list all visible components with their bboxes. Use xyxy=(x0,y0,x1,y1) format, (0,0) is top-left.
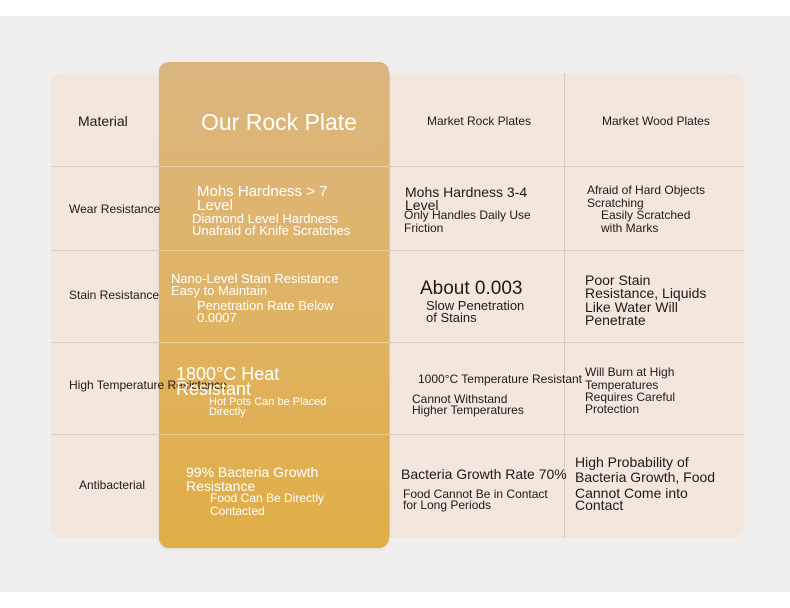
ours-wear-line: Level xyxy=(197,197,233,214)
wood-stain-line: Like Water Will xyxy=(585,299,678,315)
wood-antibacterial-line: Bacteria Growth, Food xyxy=(575,469,716,485)
row-divider xyxy=(51,342,744,343)
column-divider xyxy=(564,73,565,538)
wood-stain-line: Resistance, Liquids xyxy=(585,285,707,301)
rock-wear-line: Mohs Hardness 3-4 xyxy=(405,184,528,200)
our-rock-plate-column xyxy=(159,62,389,548)
row-divider xyxy=(51,166,744,167)
rock-antibacterial-line: Bacteria Growth Rate 70% xyxy=(401,466,567,482)
row-label-antibacterial: Antibacterial xyxy=(79,478,146,492)
ours-stain-line: Easy to Maintain xyxy=(171,283,268,298)
column-divider xyxy=(389,73,390,538)
ours-antibacterial-line: Contacted xyxy=(210,504,265,518)
wood-temp-line: Temperatures xyxy=(585,378,659,392)
wood-temp-line: Will Burn at High xyxy=(585,365,675,379)
row-divider xyxy=(51,250,744,251)
wood-antibacterial-line: Cannot Come into xyxy=(575,485,688,501)
hero-divider xyxy=(159,342,389,343)
ours-temp-line: Directly xyxy=(209,406,246,418)
rock-wear-line: Only Handles Daily Use xyxy=(404,208,531,222)
rock-antibacterial-line: Food Cannot Be in Contact xyxy=(403,487,548,501)
row-label-wear: Wear Resistance xyxy=(69,202,161,216)
rock-antibacterial-line: for Long Periods xyxy=(403,498,492,512)
ours-wear-line: Unafraid of Knife Scratches xyxy=(192,223,351,238)
ours-stain-line: Nano-Level Stain Resistance xyxy=(171,271,339,286)
rock-stain-line: About 0.003 xyxy=(420,278,523,299)
ours-temp-line: Hot Pots Can be Placed xyxy=(209,396,327,408)
hero-divider xyxy=(159,250,389,251)
wood-wear-line: Easily Scratched xyxy=(601,208,691,222)
rock-temp-line: Higher Temperatures xyxy=(412,403,524,417)
row-label-temperature: High Temperature Resistance xyxy=(69,378,227,392)
ours-temp-line: Resistant xyxy=(176,379,252,399)
wood-wear-line: Afraid of Hard Objects xyxy=(587,183,706,197)
ours-antibacterial-line: Food Can Be Directly xyxy=(210,491,325,505)
rock-temp-line: 1000°C Temperature Resistant xyxy=(418,372,582,386)
wood-temp-line: Protection xyxy=(585,402,640,416)
hero-divider xyxy=(159,434,389,435)
header-market-rock: Market Rock Plates xyxy=(427,114,532,128)
ours-stain-line: 0.0007 xyxy=(197,310,237,325)
rock-stain-line: of Stains xyxy=(426,310,477,325)
wood-stain-line: Penetrate xyxy=(585,312,646,328)
wood-antibacterial-line: High Probability of xyxy=(575,454,689,470)
header-material: Material xyxy=(78,113,128,129)
ours-stain-line: Penetration Rate Below xyxy=(197,298,334,313)
wood-temp-line: Requires Careful xyxy=(585,390,676,404)
header-our-rock-plate: Our Rock Plate xyxy=(201,109,357,135)
wood-wear-line: with Marks xyxy=(601,221,659,235)
hero-divider xyxy=(159,166,389,167)
ours-antibacterial-line: 99% Bacteria Growth xyxy=(186,464,319,480)
ours-wear-line: Diamond Level Hardness xyxy=(192,211,338,226)
wood-antibacterial-line: Contact xyxy=(575,497,624,513)
row-label-stain: Stain Resistance xyxy=(69,288,160,302)
wood-wear-line: Scratching xyxy=(587,196,644,210)
rock-temp-line: Cannot Withstand xyxy=(412,392,508,406)
rock-wear-line: Friction xyxy=(404,221,444,235)
ours-wear-line: Mohs Hardness > 7 xyxy=(197,183,328,200)
wood-stain-line: Poor Stain xyxy=(585,272,651,288)
rock-stain-line: Slow Penetration xyxy=(426,298,525,313)
header-market-wood: Market Wood Plates xyxy=(602,114,710,128)
ours-temp-line: 1800°C Heat xyxy=(176,364,280,384)
ours-antibacterial-line: Resistance xyxy=(186,478,256,494)
rock-wear-line: Level xyxy=(405,197,439,213)
row-divider xyxy=(51,434,744,435)
